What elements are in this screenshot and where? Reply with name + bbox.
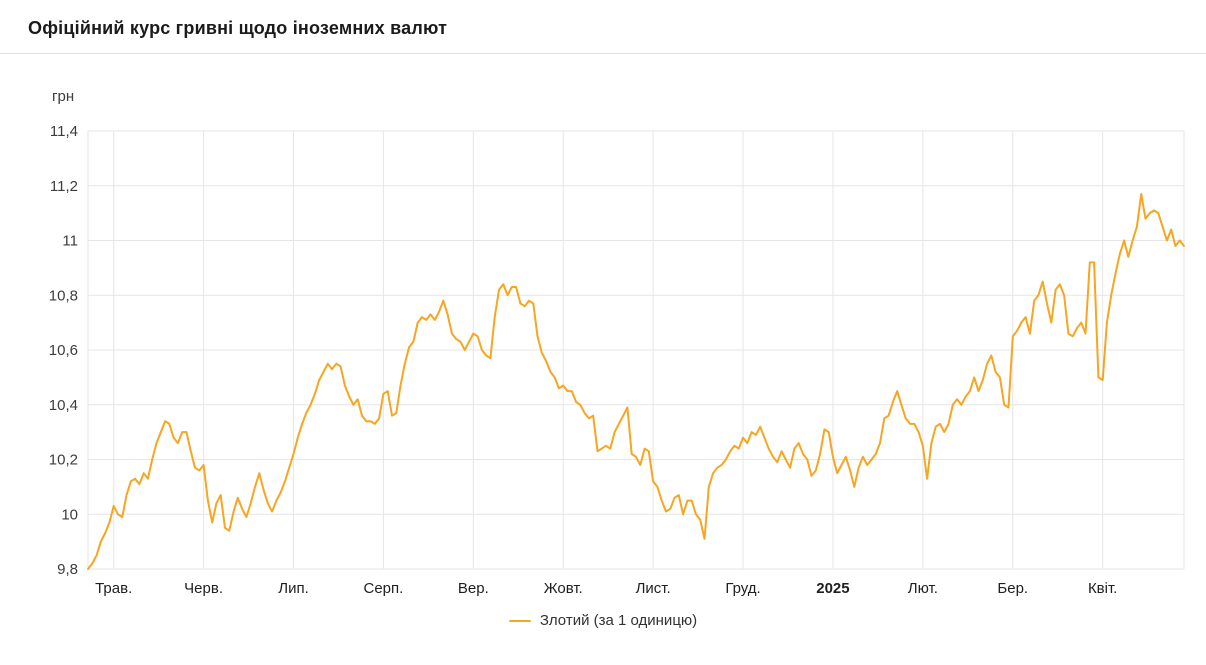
svg-text:11: 11 [62, 233, 78, 250]
svg-text:грн: грн [52, 88, 74, 105]
page-header: Офіційний курс гривні щодо іноземних вал… [0, 0, 1206, 54]
chart-legend[interactable]: Злотий (за 1 одиницю) [0, 612, 1206, 629]
svg-text:10,2: 10,2 [49, 452, 78, 469]
svg-text:9,8: 9,8 [57, 561, 78, 578]
svg-text:Квіт.: Квіт. [1088, 580, 1117, 597]
svg-text:10,4: 10,4 [49, 397, 78, 414]
svg-text:Жовт.: Жовт. [544, 580, 583, 597]
page-title: Офіційний курс гривні щодо іноземних вал… [28, 18, 448, 38]
svg-text:Бер.: Бер. [997, 580, 1028, 597]
svg-text:10,6: 10,6 [49, 342, 78, 359]
exchange-rate-line-chart[interactable]: 9,8 10 10,2 10,4 10,6 10,8 11 11,2 11,4 Трав. Черв… [0, 54, 1206, 606]
svg-text:Черв.: Черв. [184, 580, 223, 597]
chart-area: 9,8 10 10,2 10,4 10,6 10,8 11 11,2 11,4 Трав. Черв… [0, 54, 1206, 629]
svg-text:Лист.: Лист. [636, 580, 671, 597]
svg-text:2025: 2025 [816, 580, 849, 597]
svg-text:11,2: 11,2 [50, 178, 78, 195]
svg-text:10,8: 10,8 [49, 287, 78, 304]
svg-text:10: 10 [61, 506, 78, 523]
svg-text:Серп.: Серп. [364, 580, 404, 597]
svg-text:Лют.: Лют. [908, 580, 938, 597]
svg-text:Груд.: Груд. [725, 580, 760, 597]
svg-text:Лип.: Лип. [278, 580, 309, 597]
svg-text:Трав.: Трав. [95, 580, 132, 597]
legend-label: Злотий (за 1 одиницю) [539, 612, 698, 629]
legend-line-swatch [508, 619, 531, 622]
svg-text:11,4: 11,4 [50, 123, 78, 140]
svg-text:Вер.: Вер. [458, 580, 489, 597]
